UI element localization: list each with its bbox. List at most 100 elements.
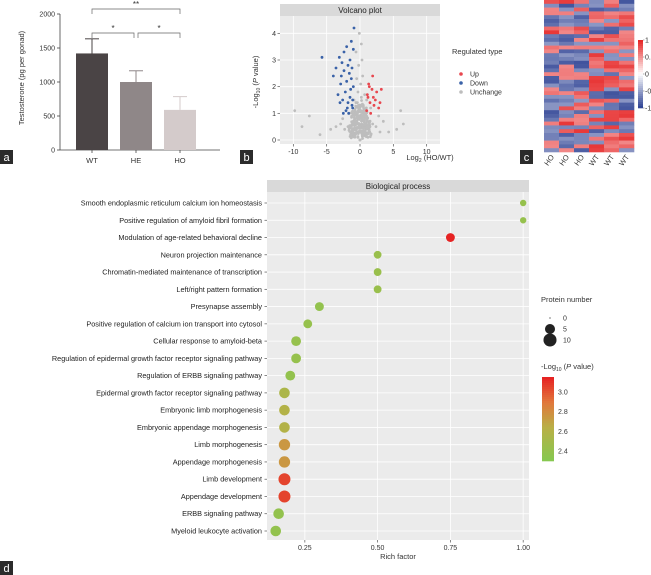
panel-d-x-axis-label: Rich factor — [380, 552, 416, 561]
panel-b-point-down — [351, 98, 355, 102]
panel-b-point-unchange — [352, 110, 356, 113]
panel-c-heatmap-cell — [604, 114, 620, 119]
panel-c-heatmap-cell — [589, 72, 605, 77]
panel-d-color-legend-segment — [542, 393, 554, 396]
panel-c-colorbar-segment — [638, 78, 643, 81]
panel-a-bar-he — [120, 82, 152, 150]
panel-a-x-tick-label: WT — [86, 156, 98, 165]
panel-c-heatmap-cell — [589, 91, 605, 96]
panel-d-color-legend-segment — [542, 389, 554, 392]
panel-c-heatmap-cell — [604, 95, 620, 100]
panel-b-point-down — [346, 101, 350, 105]
panel-c-heatmap-cell — [604, 34, 620, 39]
panel-b-point-unchange — [356, 132, 360, 136]
panel-d-color-legend-segment — [542, 435, 554, 438]
panel-d-color-legend-segment — [542, 449, 554, 452]
panel-d-color-legend-segment — [542, 453, 554, 456]
panel-c-heatmap-cell — [574, 57, 590, 62]
panel-c-heatmap-cell — [619, 144, 635, 149]
panel-b-point-up — [365, 109, 369, 113]
panel-d-size-legend-label: 10 — [563, 338, 571, 345]
panel-c-heatmap-cell — [574, 15, 590, 20]
panel-d-color-legend-title: -Log10 (P value) — [541, 362, 594, 373]
panel-c-heatmap-cell — [544, 114, 560, 119]
panel-b-point-unchange — [359, 42, 363, 46]
panel-d-size-legend-dot — [549, 317, 551, 319]
panel-c-colorbar-segment — [638, 46, 643, 49]
panel-c-heatmap-cell — [574, 117, 590, 122]
panel-b-point-unchange — [377, 114, 381, 118]
panel-d-dot — [519, 199, 527, 207]
panel-d-color-legend-segment — [542, 383, 554, 386]
panel-c-heatmap-cell — [574, 106, 590, 111]
panel-c-heatmap-cell — [574, 45, 590, 50]
panel-c-heatmap-cell — [589, 110, 605, 115]
panel-b-axes: -10 -5 0 5 10 0 1 2 3 4 — [272, 31, 431, 156]
panel-b-point-unchange — [378, 130, 382, 134]
panel-b-letter: b — [243, 152, 249, 164]
panel-c-heatmap-cell — [574, 53, 590, 58]
panel-c-heatmap-cell — [604, 3, 620, 8]
panel-d-dot — [303, 319, 313, 329]
panel-d-color-legend-segment — [542, 433, 554, 436]
panel-d-color-legend-segment — [542, 413, 554, 416]
panel-d-color-legend-segment — [542, 429, 554, 432]
panel-c-heatmap-cell — [544, 83, 560, 88]
panel-c-heatmap-cell — [559, 148, 575, 153]
panel-c-heatmap-cell — [544, 87, 560, 92]
panel-c-heatmap-cell — [574, 49, 590, 54]
panel-c-colorbar-segment — [638, 74, 643, 77]
panel-c-heatmap-cell — [589, 41, 605, 46]
panel-b-point-unchange — [365, 114, 369, 118]
panel-c-heatmap-cell — [544, 129, 560, 134]
panel-d-size-legend-dot — [544, 323, 556, 335]
panel-c-colorbar-segment — [638, 42, 643, 45]
panel-c-heatmap-cell — [619, 57, 635, 62]
panel-d-term-label: Presynapse assembly — [191, 302, 263, 311]
panel-b-point-unchange — [363, 129, 367, 133]
panel-c-heatmap-cell — [559, 68, 575, 73]
panel-b-grid — [280, 16, 440, 144]
panel-b-x-tick-label: 10 — [423, 149, 431, 156]
panel-c-colorbar-segment — [638, 56, 643, 59]
panel-c-heatmap-cell — [589, 11, 605, 16]
panel-c-colorbar-segment — [638, 40, 643, 43]
panel-b-point-unchange — [349, 136, 353, 140]
panel-b-y-tick-label: 2 — [272, 84, 276, 91]
panel-c-heatmap-cell — [544, 98, 560, 103]
panel-c-colorbar-segment — [638, 100, 643, 103]
panel-b-legend-swatch-down — [459, 81, 463, 85]
panel-d-x-tick-label: 0.50 — [371, 545, 385, 552]
panel-c-column-label: HO — [557, 153, 571, 168]
panel-d-dot — [445, 233, 455, 242]
panel-c-colorbar-segment — [638, 44, 643, 47]
panel-b-point-unchange — [353, 118, 357, 121]
panel-b-y-tick-label: 0 — [272, 138, 276, 145]
panel-c-heatmap-cell — [544, 68, 560, 73]
panel-c-heatmap-cell — [574, 76, 590, 81]
panel-b-point-unchange — [369, 132, 373, 136]
panel-d-color-legend-segment — [542, 403, 554, 406]
panel-c-heatmap-cell — [559, 144, 575, 149]
panel-c-colorbar-segment — [638, 90, 643, 93]
panel-d-color-legend-segment — [542, 441, 554, 444]
panel-b-point-unchange — [359, 82, 363, 86]
panel-c-heatmap-cell — [574, 140, 590, 145]
panel-d-letter: d — [3, 563, 9, 575]
panel-c-heatmap-cell — [589, 26, 605, 31]
panel-c-colorbar-segment — [638, 58, 643, 61]
panel-c-heatmap-cell — [559, 129, 575, 134]
panel-c-heatmap-cell — [544, 64, 560, 69]
panel-c-heatmap-cell — [574, 7, 590, 12]
panel-b-point-unchange — [329, 127, 333, 131]
panel-c-colorbar-segment — [638, 60, 643, 63]
panel-c-heatmap-cell — [604, 117, 620, 122]
panel-b-point-unchange — [339, 122, 343, 126]
panel-b-point-up — [377, 106, 381, 110]
panel-c-heatmap-cell — [559, 60, 575, 65]
panel-c-colorbar-label: 0.5 — [645, 55, 651, 62]
panel-c-heatmap-cell — [559, 41, 575, 46]
panel-c-heatmap-cell — [589, 133, 605, 138]
panel-c-heatmap-cell — [574, 41, 590, 46]
